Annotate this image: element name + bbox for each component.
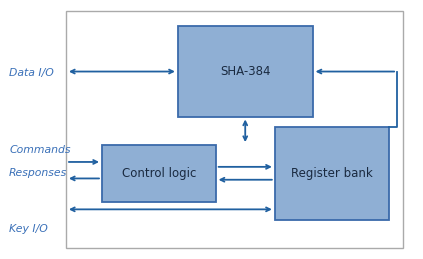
Text: Register bank: Register bank	[291, 167, 373, 180]
Bar	[102, 145, 216, 202]
Text: Responses: Responses	[9, 168, 67, 178]
Text: Control logic: Control logic	[121, 167, 196, 180]
Text: SHA-384: SHA-384	[220, 65, 270, 78]
Text: Commands: Commands	[9, 145, 71, 155]
Bar	[66, 11, 404, 248]
Bar	[275, 127, 389, 220]
Bar	[178, 26, 313, 117]
Text: Data I/O: Data I/O	[9, 68, 54, 78]
Text: Key I/O: Key I/O	[9, 224, 48, 234]
